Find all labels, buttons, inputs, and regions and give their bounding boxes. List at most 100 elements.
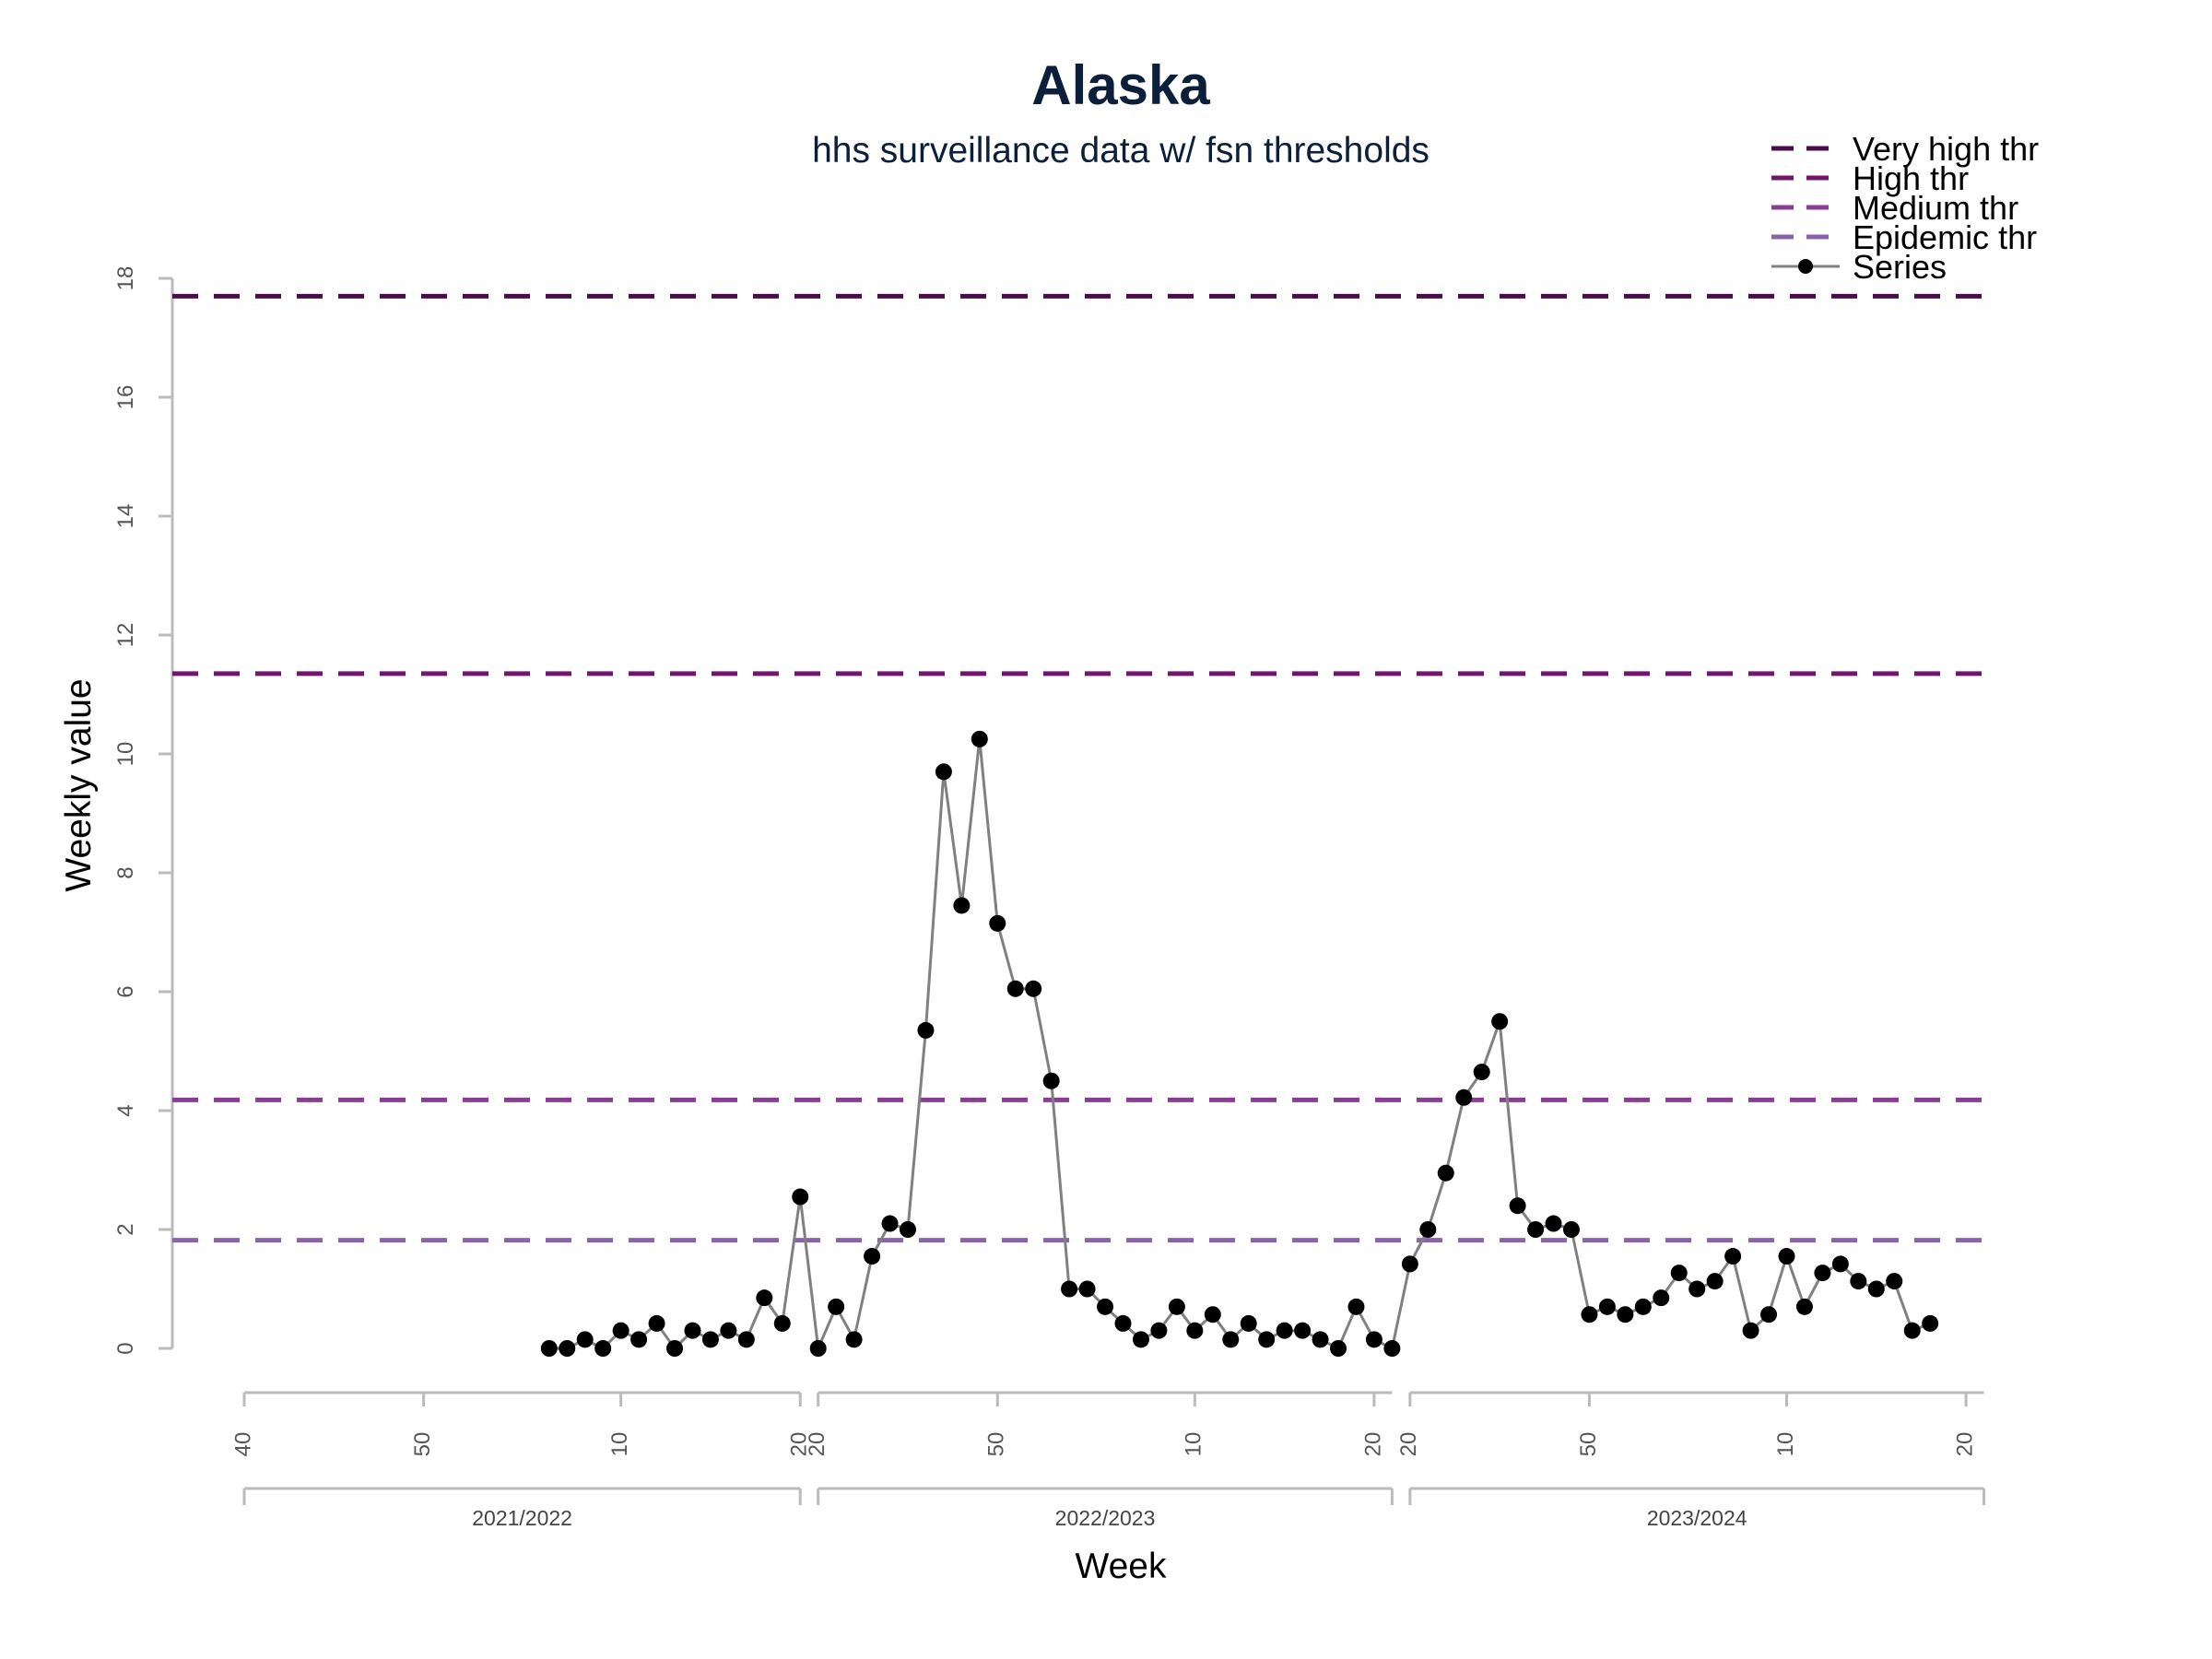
data-point [1204,1306,1221,1324]
x-tick-label: 20 [805,1432,830,1457]
legend-marker [1798,259,1813,274]
data-point [1509,1197,1526,1215]
data-point [701,1331,719,1348]
data-point [792,1188,809,1206]
data-point [1814,1265,1831,1282]
data-point [1383,1340,1401,1357]
data-point [666,1340,684,1357]
season-axis: 2021/2022 2022/2023 2023/2024 [242,1487,1986,1530]
data-point [1562,1221,1580,1238]
y-tick-label: 14 [113,504,138,529]
season-label: 2021/2022 [472,1506,572,1530]
y-tick-label: 0 [113,1342,138,1354]
data-point [1365,1331,1382,1348]
data-point [809,1340,827,1357]
x-tick-label: 20 [1360,1432,1385,1457]
data-point [1742,1322,1759,1339]
data-point [971,730,988,747]
threshold-lines [172,293,1994,1243]
y-tick-label: 16 [113,385,138,410]
data-point [1078,1280,1096,1298]
data-point [1903,1322,1921,1339]
x-tick-label: 50 [984,1432,1009,1457]
data-point [1473,1064,1490,1081]
data-point [1491,1013,1509,1030]
data-point [559,1340,576,1357]
data-point [612,1322,629,1339]
x-tick-label: 10 [607,1432,632,1457]
series-group [540,730,1939,1357]
data-point [899,1221,916,1238]
data-point [989,914,1006,932]
data-point [720,1322,737,1339]
y-tick-label: 8 [113,866,138,878]
legend-label: Medium thr [1853,189,2018,227]
data-point [1778,1248,1795,1265]
data-point [1455,1088,1473,1106]
data-point [773,1314,791,1332]
data-point [1401,1255,1418,1273]
data-point [756,1289,773,1307]
data-point [1312,1331,1329,1348]
data-point [1706,1273,1724,1290]
x-tick-label: 20 [1952,1432,1977,1457]
data-point [737,1331,755,1348]
data-point [1922,1314,1939,1332]
y-axis: 0 2 4 6 8 10 12 14 16 18 [113,266,174,1355]
x-tick-label: 20 [1396,1432,1421,1457]
x-tick-label: 50 [1576,1432,1601,1457]
data-point [1097,1298,1114,1315]
data-point [1688,1280,1706,1298]
legend-label: Epidemic thr [1853,218,2037,256]
x-tick-label: 20 [787,1432,812,1457]
data-point [1294,1322,1312,1339]
x-tick-label: 10 [1773,1432,1798,1457]
data-point [1527,1221,1545,1238]
y-axis-title: Weekly value [59,678,99,891]
x-axis-title: Week [1076,1547,1167,1586]
data-point [1330,1340,1347,1357]
data-point [881,1215,899,1232]
y-tick-label: 18 [113,266,138,291]
data-point [1276,1322,1293,1339]
season-label: 2023/2024 [1647,1506,1747,1530]
season-label: 2022/2023 [1055,1506,1156,1530]
data-point [1634,1298,1652,1315]
data-point [1617,1306,1634,1324]
y-tick-label: 6 [113,985,138,997]
legend-label: High thr [1853,159,1969,197]
y-tick-label: 10 [113,742,138,767]
data-point [1867,1280,1885,1298]
data-point [1168,1298,1185,1315]
data-point [630,1331,648,1348]
data-point [1886,1273,1903,1290]
data-point [1186,1322,1204,1339]
data-point [1850,1273,1867,1290]
data-point [935,763,952,781]
data-point [1222,1331,1240,1348]
data-point [1042,1072,1060,1089]
data-point [1132,1331,1149,1348]
x-tick-label: 10 [1182,1432,1206,1457]
data-point [1670,1265,1688,1282]
data-point [1025,980,1042,997]
data-point [576,1331,594,1348]
data-point [1419,1221,1437,1238]
x-tick-label: 50 [410,1432,435,1457]
data-point [1258,1331,1276,1348]
y-tick-label: 2 [113,1223,138,1235]
data-point [684,1322,701,1339]
data-point [1347,1298,1365,1315]
legend-label: Very high thr [1853,130,2039,168]
data-point [1598,1298,1616,1315]
data-point [648,1314,665,1332]
data-point [1795,1298,1813,1315]
data-point [864,1248,881,1265]
data-point [1545,1215,1562,1232]
data-point [917,1021,935,1039]
x-tick-label: 40 [230,1432,255,1457]
data-point [1114,1314,1132,1332]
